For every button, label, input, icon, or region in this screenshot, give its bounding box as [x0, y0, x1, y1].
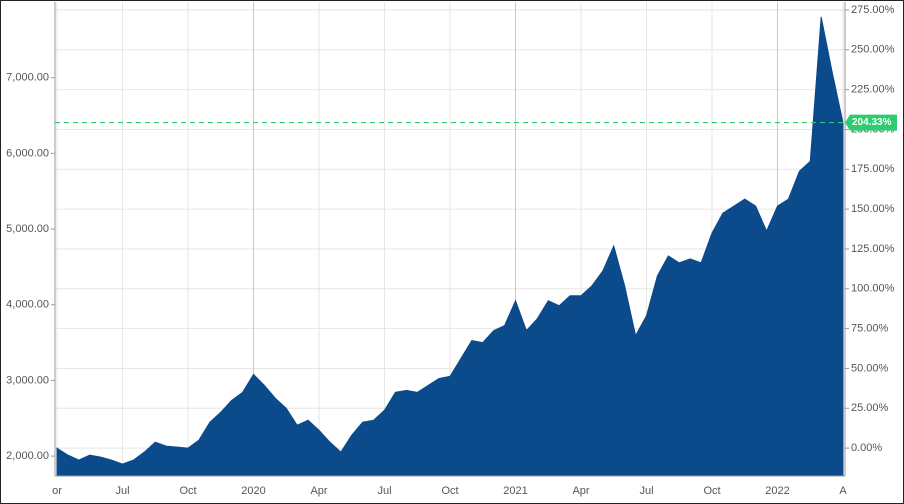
y2-tick-label: 225.00%	[851, 84, 895, 96]
x-tick-label: Oct	[179, 485, 196, 497]
y-tick-label: 6,000.00	[6, 147, 49, 159]
y2-tick-label: 250.00%	[851, 44, 895, 56]
x-tick-label: 2020	[241, 485, 265, 497]
y2-tick-label: 0.00%	[851, 442, 882, 454]
x-tick-label: Jul	[639, 485, 653, 497]
y2-tick-label: 150.00%	[851, 203, 895, 215]
y-tick-label: 7,000.00	[6, 72, 49, 84]
y2-tick-label: 125.00%	[851, 243, 895, 255]
y-tick-label: 5,000.00	[6, 223, 49, 235]
x-tick-label: Jul	[115, 485, 129, 497]
x-tick-label: Apr	[310, 485, 327, 497]
y2-tick-label: 175.00%	[851, 163, 895, 175]
x-tick-label: Oct	[703, 485, 720, 497]
y2-tick-label: 275.00%	[851, 4, 895, 16]
y2-tick-label: 75.00%	[851, 323, 889, 335]
y-tick-label: 4,000.00	[6, 299, 49, 311]
x-tick-label: 2022	[765, 485, 789, 497]
x-tick-label: A	[839, 485, 847, 497]
y2-tick-label: 100.00%	[851, 283, 895, 295]
x-tick-label: Jul	[377, 485, 391, 497]
y-tick-label: 2,000.00	[6, 450, 49, 462]
x-tick-label: or	[52, 485, 62, 497]
y2-tick-label: 50.00%	[851, 362, 889, 374]
y2-tick-label: 25.00%	[851, 402, 889, 414]
x-tick-label: 2021	[503, 485, 527, 497]
x-tick-label: Apr	[572, 485, 589, 497]
area	[56, 16, 844, 477]
y-tick-label: 3,000.00	[6, 374, 49, 386]
x-tick-label: Oct	[441, 485, 458, 497]
reference-label: 204.33%	[852, 117, 892, 128]
reference-badge	[845, 114, 897, 131]
